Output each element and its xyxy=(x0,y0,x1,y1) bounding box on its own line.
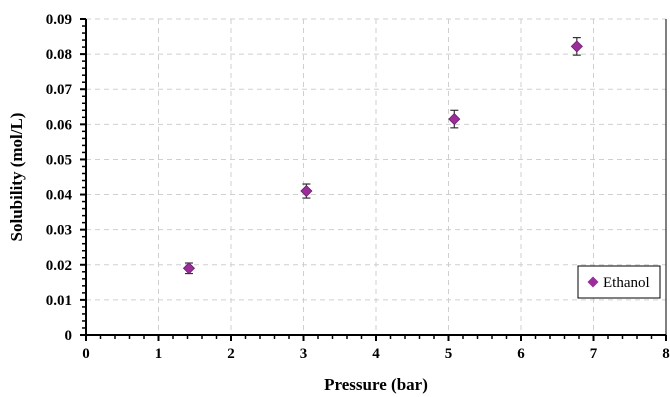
legend-marker-diamond-icon xyxy=(587,276,599,288)
y-tick-label: 0.07 xyxy=(46,82,73,98)
x-tick-label: 0 xyxy=(82,346,90,362)
y-tick-label: 0.08 xyxy=(46,47,72,63)
x-tick-label: 7 xyxy=(590,346,598,362)
data-point xyxy=(448,113,461,126)
x-tick-label: 6 xyxy=(517,346,525,362)
x-tick-label: 1 xyxy=(155,346,163,362)
x-tick-label: 4 xyxy=(372,346,380,362)
grid xyxy=(86,18,666,335)
tick-labels: 0 1 2 3 4 5 6 7 8 0 0.01 0.02 0.03 0.04 0.05 0.06 0.07 0.… xyxy=(46,12,670,362)
y-tick-label: 0.04 xyxy=(46,188,73,204)
y-tick-label: 0.09 xyxy=(46,12,72,28)
y-tick-label: 0.05 xyxy=(46,152,72,168)
axes xyxy=(80,18,667,341)
x-tick-label: 5 xyxy=(445,346,453,362)
x-axis-title: Pressure (bar) xyxy=(324,375,428,394)
y-tick-label: 0.03 xyxy=(46,223,72,239)
x-tick-label: 3 xyxy=(300,346,308,362)
data-point xyxy=(300,184,313,198)
x-tick-label: 8 xyxy=(662,346,670,362)
y-tick-label: 0.01 xyxy=(46,293,72,309)
data-point xyxy=(570,40,583,53)
y-axis-title: Solubility (mol/L) xyxy=(7,113,26,242)
y-tick-label: 0.06 xyxy=(46,117,73,133)
data-points xyxy=(182,37,583,275)
legend: Ethanol xyxy=(577,265,661,299)
y-tick-label: 0.02 xyxy=(46,258,72,274)
y-tick-label: 0 xyxy=(65,328,73,344)
legend-label: Ethanol xyxy=(603,275,650,291)
data-point xyxy=(182,262,196,275)
x-tick-label: 2 xyxy=(227,346,235,362)
